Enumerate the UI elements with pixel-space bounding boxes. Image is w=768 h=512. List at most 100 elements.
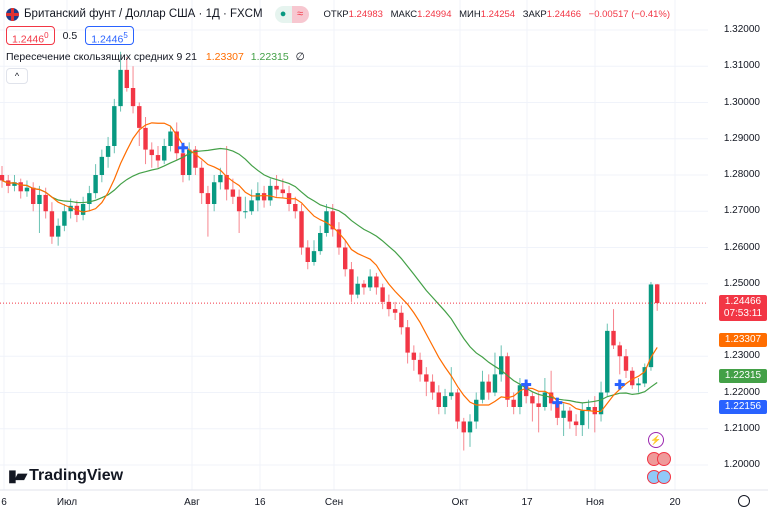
candle-body: [430, 381, 435, 393]
candle-body: [449, 392, 454, 397]
candle-body: [536, 403, 541, 407]
time-tick-label: Июл: [56, 497, 78, 508]
price-tick-label: 1.21000: [723, 422, 760, 434]
buy-button[interactable]: 1.24465: [85, 26, 134, 46]
candle-body: [118, 69, 123, 107]
close-label: ЗАКР: [522, 8, 547, 20]
low-value: 1.24254: [480, 8, 516, 20]
ma-slow-value: 1.22315: [250, 51, 289, 63]
ma-fast-value: 1.23307: [205, 51, 244, 63]
time-tick-label: 17: [521, 497, 533, 508]
candle-body: [318, 233, 323, 252]
ma-slow-line: [1, 147, 658, 404]
collapse-legend-button[interactable]: ^: [6, 68, 28, 84]
uk-event-flag-icon[interactable]: [657, 452, 671, 466]
candle-body: [436, 392, 441, 407]
candle-body: [205, 193, 211, 204]
time-tick-label: Окт: [451, 497, 469, 508]
candle-body: [68, 205, 73, 212]
candle-body: [187, 149, 192, 175]
candle-body: [268, 185, 273, 201]
settings-icon[interactable]: [738, 495, 750, 507]
candle-body: [492, 374, 498, 393]
price-tick-label: 1.31000: [723, 60, 760, 72]
indicator-legend[interactable]: Пересечение скользящих средних 9 21 1.23…: [6, 51, 305, 63]
candle-body: [236, 196, 242, 212]
candle-body: [530, 396, 535, 404]
price-tick-label: 1.32000: [723, 24, 760, 35]
current-price-tag: 1.24466 07:53:11: [719, 295, 767, 321]
candle-body: [630, 370, 635, 386]
low-label: МИН: [459, 8, 481, 20]
time-tick-label: 20: [669, 497, 681, 508]
wave-icon: ≈: [291, 5, 309, 23]
candle-body: [517, 385, 523, 407]
candle-body: [180, 153, 186, 175]
us-event-flag-icon[interactable]: [657, 470, 671, 484]
cross-signal-v: [524, 379, 528, 390]
bid-tag: 1.22156: [719, 400, 767, 414]
candle-body: [149, 149, 154, 156]
cross-signal-v: [618, 379, 622, 390]
price-tick-label: 1.20000: [723, 459, 760, 470]
candle-body: [511, 399, 516, 407]
sell-price: 1.2446: [12, 33, 45, 46]
candle-body: [255, 193, 261, 201]
price-tick-label: 1.30000: [723, 96, 760, 108]
open-label: ОТКР: [323, 8, 349, 20]
candle-body: [211, 182, 217, 204]
candle-body: [455, 392, 460, 422]
tradingview-logo-icon: ▮▰: [8, 468, 27, 485]
candle-body: [12, 182, 17, 186]
candle-body: [311, 251, 317, 262]
candle-body: [474, 399, 479, 422]
candle-body: [193, 149, 198, 168]
candle-body: [480, 381, 485, 400]
candle-body: [31, 187, 36, 204]
cross-signal-icon: [552, 397, 563, 408]
candle-body: [499, 356, 504, 375]
candle-body: [162, 146, 167, 161]
candle-body: [442, 396, 448, 407]
symbol-header: Британский фунт / Доллар США · 1Д · FXCM…: [6, 5, 670, 23]
time-tick-label: 16: [254, 497, 266, 508]
candle-body: [143, 127, 148, 150]
high-value: 1.24994: [417, 8, 452, 20]
market-status[interactable]: ● ≈: [274, 5, 309, 23]
time-tick-label: Сен: [324, 497, 344, 508]
candle-body: [230, 189, 236, 197]
candle-body: [62, 211, 67, 226]
gbp-flag-icon: [6, 7, 19, 21]
indicator-name: Пересечение скользящих средних 9 21: [6, 51, 197, 63]
ma-slow-tag: 1.22315: [719, 369, 767, 383]
cross-signals: [177, 142, 625, 408]
candle-body: [55, 225, 61, 237]
candle-body: [505, 356, 510, 400]
cross-signal-v: [181, 142, 185, 153]
candle-body: [405, 327, 410, 353]
candle-body: [648, 284, 654, 368]
candle-body: [617, 345, 622, 357]
green-dot-icon: ●: [274, 5, 292, 23]
lightning-event-icon[interactable]: ⚡: [648, 432, 664, 448]
current-price: 1.24466: [724, 296, 762, 307]
candle-body: [218, 175, 223, 183]
candle-body: [655, 284, 660, 304]
candle-body: [636, 383, 641, 386]
candle-body: [361, 283, 367, 288]
time-tick-label: Ноя: [585, 497, 605, 508]
candle-body: [249, 200, 254, 212]
time-tick-label: Авг: [184, 497, 200, 508]
symbol-title[interactable]: Британский фунт / Доллар США · 1Д · FXCM: [24, 8, 263, 20]
candle-body: [380, 287, 385, 302]
tradingview-logo[interactable]: ▮▰ TradingView: [8, 466, 123, 486]
quote-row: 1.24460 0.5 1.24465: [6, 26, 134, 46]
candle-body: [293, 204, 298, 212]
cross-signal-icon: [177, 142, 188, 153]
candle-body: [355, 283, 360, 295]
price-tick-label: 1.29000: [723, 132, 760, 144]
candle-body: [343, 247, 348, 270]
candle-body: [399, 312, 404, 328]
sell-button[interactable]: 1.24460: [6, 26, 55, 46]
